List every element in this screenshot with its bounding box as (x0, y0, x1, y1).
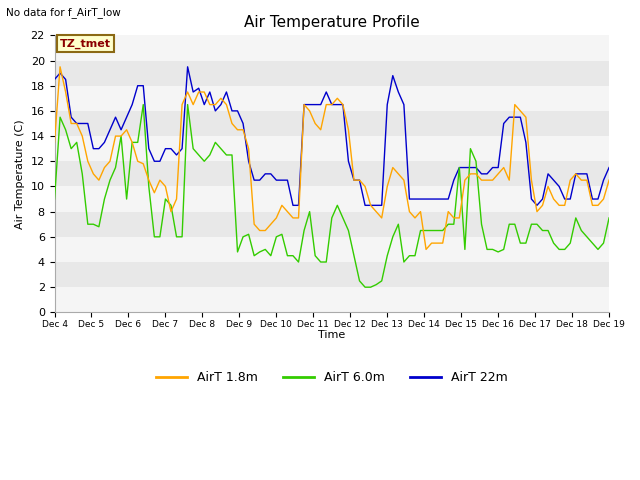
Bar (54, 186, 609, 212)
Text: TZ_tmet: TZ_tmet (60, 38, 111, 48)
Bar (54, 287, 609, 312)
Bar (54, 237, 609, 262)
X-axis label: Time: Time (318, 330, 346, 340)
Bar (54, 36, 609, 60)
Bar (54, 136, 609, 161)
Legend: AirT 1.8m, AirT 6.0m, AirT 22m: AirT 1.8m, AirT 6.0m, AirT 22m (150, 366, 513, 389)
Bar (54, 86, 609, 111)
Title: Air Temperature Profile: Air Temperature Profile (244, 15, 420, 30)
Text: No data for f_AirT_low: No data for f_AirT_low (6, 7, 121, 18)
Y-axis label: Air Temperature (C): Air Temperature (C) (15, 119, 25, 228)
